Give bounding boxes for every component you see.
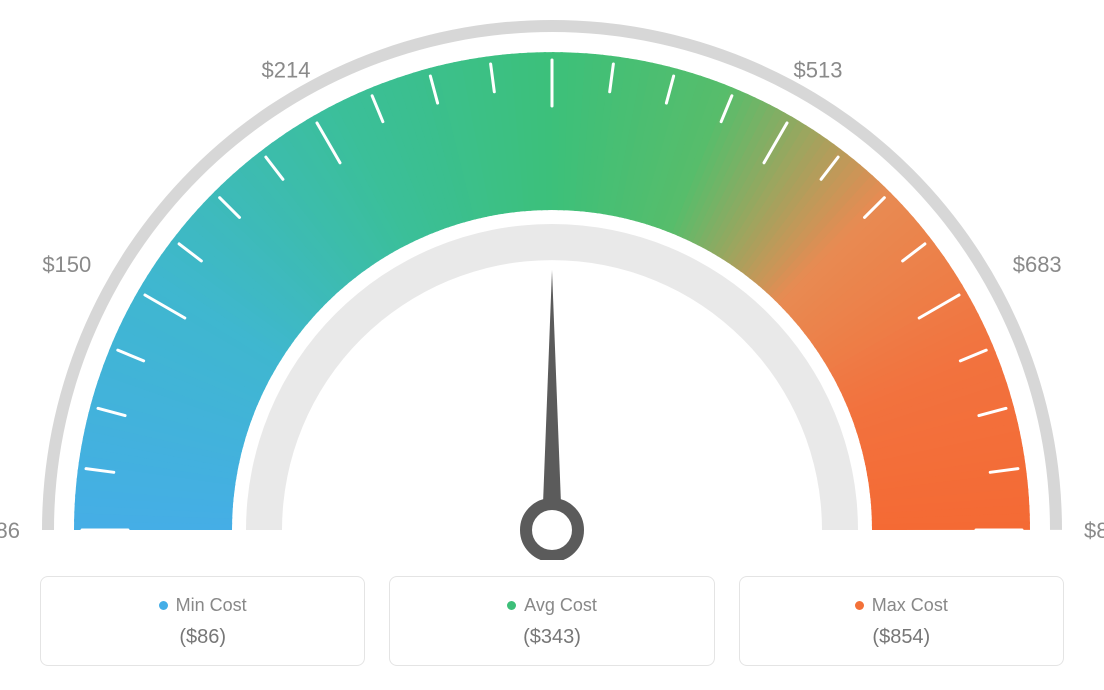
svg-text:$683: $683 xyxy=(1013,252,1062,277)
svg-text:$86: $86 xyxy=(0,518,20,543)
svg-text:$150: $150 xyxy=(42,252,91,277)
legend-card-avg: Avg Cost ($343) xyxy=(389,576,714,666)
legend-max-label: Max Cost xyxy=(872,595,948,616)
legend-max-value: ($854) xyxy=(750,626,1053,649)
cost-gauge: $86$150$214$343$513$683$854 xyxy=(0,0,1104,560)
legend-card-min: Min Cost ($86) xyxy=(40,576,365,666)
legend-card-max: Max Cost ($854) xyxy=(739,576,1064,666)
svg-text:$513: $513 xyxy=(794,57,843,82)
dot-icon xyxy=(855,601,864,610)
legend-avg-value: ($343) xyxy=(400,626,703,649)
legend-avg-label: Avg Cost xyxy=(524,595,597,616)
legend-row: Min Cost ($86) Avg Cost ($343) Max Cost … xyxy=(40,576,1064,666)
dot-icon xyxy=(159,601,168,610)
dot-icon xyxy=(507,601,516,610)
legend-min-value: ($86) xyxy=(51,626,354,649)
svg-text:$214: $214 xyxy=(262,57,311,82)
legend-min-label: Min Cost xyxy=(176,595,247,616)
svg-text:$854: $854 xyxy=(1084,518,1104,543)
